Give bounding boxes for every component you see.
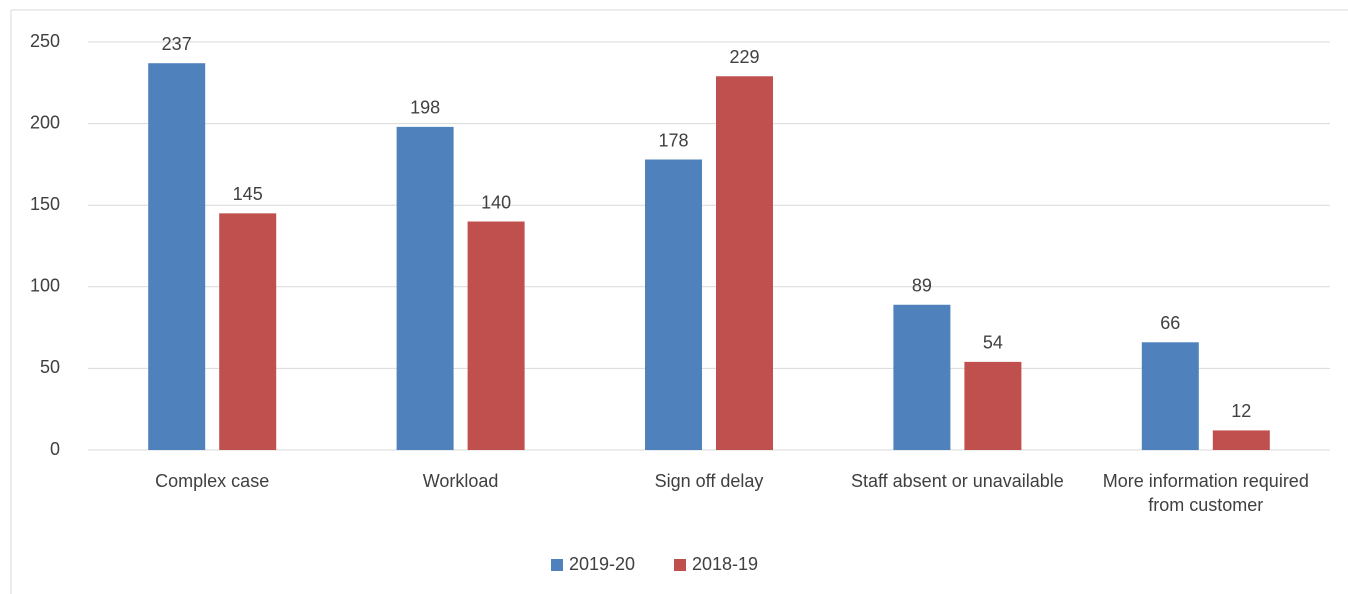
legend-label: 2018-19 bbox=[692, 554, 758, 574]
bar bbox=[1212, 430, 1270, 450]
y-tick-label: 150 bbox=[30, 194, 60, 214]
bar bbox=[716, 76, 773, 450]
legend-swatch bbox=[551, 559, 563, 571]
bar bbox=[148, 63, 206, 450]
y-tick-label: 0 bbox=[50, 439, 60, 459]
bar bbox=[1141, 342, 1199, 450]
bar bbox=[964, 361, 1022, 450]
bar bbox=[893, 304, 951, 450]
value-label: 140 bbox=[481, 192, 511, 212]
y-tick-label: 200 bbox=[30, 112, 60, 132]
value-label: 66 bbox=[1160, 313, 1180, 333]
y-tick-label: 250 bbox=[30, 31, 60, 51]
bar bbox=[219, 213, 277, 450]
legend-label: 2019-20 bbox=[569, 554, 635, 574]
value-label: 12 bbox=[1231, 401, 1251, 421]
x-tick-label: Sign off delay bbox=[654, 471, 764, 491]
y-tick-label: 50 bbox=[40, 357, 60, 377]
bar bbox=[396, 126, 454, 450]
x-tick-label: Complex case bbox=[155, 471, 270, 491]
bar bbox=[645, 159, 702, 450]
value-label: 237 bbox=[162, 34, 192, 54]
value-label: 54 bbox=[983, 333, 1003, 353]
chart-frame bbox=[10, 9, 1348, 594]
x-tick-label: More information required from customer bbox=[1102, 471, 1309, 515]
value-label: 198 bbox=[410, 98, 440, 118]
y-tick-label: 100 bbox=[30, 276, 60, 296]
legend-swatch bbox=[674, 559, 686, 571]
x-tick-label: Staff absent or unavailable bbox=[850, 471, 1064, 491]
value-label: 229 bbox=[729, 47, 759, 67]
x-tick-label: Workload bbox=[422, 471, 499, 491]
value-label: 89 bbox=[912, 276, 932, 296]
bar bbox=[467, 221, 525, 450]
value-label: 178 bbox=[658, 130, 688, 150]
value-label: 145 bbox=[233, 184, 263, 204]
